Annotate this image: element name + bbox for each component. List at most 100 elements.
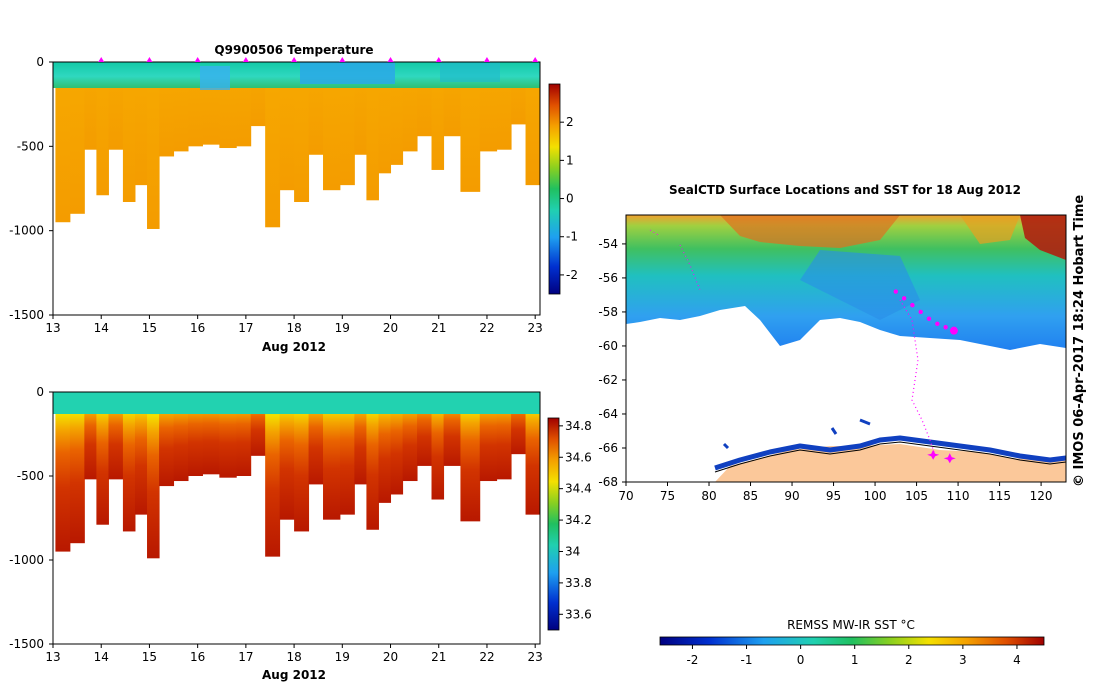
- temperature-surface-layer: [53, 62, 540, 90]
- profile-column: [55, 62, 71, 223]
- profile-column: [308, 392, 324, 485]
- x-tick-label: 13: [45, 650, 60, 664]
- warm-sst-region: [720, 215, 900, 248]
- cold-surface-patch: [300, 62, 395, 84]
- x-tick-label: 17: [238, 321, 253, 335]
- salinity-panel: 13 14 15 16 17 18 19 20 21 22 23 0 -500 -1000 -1500 A…: [9, 385, 592, 682]
- profile-column: [431, 392, 445, 500]
- profile-column: [339, 62, 355, 186]
- map-title: SealCTD Surface Locations and SST for 18…: [669, 183, 1021, 197]
- profile-column: [134, 62, 148, 186]
- profile-column: [479, 392, 498, 482]
- profile-column: [402, 392, 418, 482]
- x-tick-label: 15: [142, 650, 157, 664]
- sst-colorbar-tick-label: -1: [741, 653, 753, 667]
- cool-sst-region: [800, 250, 920, 320]
- sst-colorbar-tick-label: 3: [959, 653, 967, 667]
- profile-marker: [291, 57, 298, 62]
- longitude-tick-label: 90: [784, 489, 799, 503]
- colorbar-tick-label: 34: [565, 544, 580, 558]
- seal-ctd-point: [918, 309, 923, 315]
- profile-column: [279, 62, 295, 191]
- salinity-x-axis: 13 14 15 16 17 18 19 20 21 22 23: [45, 644, 543, 664]
- colorbar-tick-label: 0: [566, 192, 574, 206]
- profile-column: [55, 392, 71, 552]
- longitude-tick-label: 110: [947, 489, 970, 503]
- sst-colorbar-label: REMSS MW-IR SST °C: [787, 618, 915, 632]
- x-tick-label: 18: [286, 650, 301, 664]
- latitude-tick-label: -68: [598, 475, 618, 489]
- salinity-plot-frame: [52, 391, 541, 645]
- colorbar-tick-label: -2: [566, 268, 578, 282]
- profile-column: [525, 62, 540, 186]
- profile-column: [525, 392, 540, 515]
- latitude-tick-label: -60: [598, 339, 618, 353]
- x-tick-label: 22: [479, 650, 494, 664]
- sst-map: [626, 215, 1066, 482]
- latitude-tick-label: -54: [598, 237, 618, 251]
- latitude-tick-label: -66: [598, 441, 618, 455]
- profile-column: [147, 392, 160, 559]
- credit-text: © IMOS 06-Apr-2017 18:24 Hobart Time: [1072, 195, 1087, 487]
- seal-coastal-marker: [927, 449, 940, 460]
- map-longitude-axis: 70 75 80 85 90 95 100 105 110 115 120: [618, 482, 1053, 503]
- ice-fragments: [722, 418, 871, 450]
- warm-sst-region: [1020, 215, 1066, 260]
- x-tick-label: 23: [528, 321, 543, 335]
- profile-marker: [387, 57, 394, 62]
- profile-markers: [98, 57, 539, 62]
- temperature-colorbar: [548, 83, 561, 295]
- profile-column: [69, 392, 85, 544]
- profile-column: [431, 62, 445, 170]
- profile-column: [354, 392, 367, 485]
- profile-marker: [146, 57, 153, 62]
- latitude-tick-label: -56: [598, 271, 618, 285]
- seal-track-path: [649, 229, 701, 291]
- x-tick-label: 23: [528, 650, 543, 664]
- x-tick-label: 21: [431, 650, 446, 664]
- x-tick-label: 22: [479, 321, 494, 335]
- sea-ice-edge: [714, 435, 1066, 471]
- seal-track-path: [899, 299, 935, 453]
- profile-column: [390, 392, 404, 495]
- temperature-colorbar-ticks: 2 1 0 -1 -2: [560, 115, 578, 282]
- profile-column: [294, 392, 310, 532]
- seal-coastal-marker: [943, 453, 956, 464]
- sst-colorbar-tick-label: 0: [797, 653, 805, 667]
- x-tick-label: 16: [190, 650, 205, 664]
- x-tick-label: 13: [45, 321, 60, 335]
- temperature-x-axis: 13 14 15 16 17 18 19 20 21 22 23: [45, 315, 543, 335]
- profile-marker: [532, 57, 539, 62]
- longitude-tick-label: 115: [988, 489, 1011, 503]
- profile-marker: [194, 57, 201, 62]
- profile-column: [173, 392, 189, 482]
- y-tick-label: -1500: [9, 308, 44, 322]
- x-tick-label: 15: [142, 321, 157, 335]
- longitude-tick-label: 120: [1030, 489, 1053, 503]
- colorbar-tick-label: 34.2: [565, 513, 592, 527]
- colorbar-tick-label: 33.6: [565, 607, 592, 621]
- y-tick-label: -500: [17, 139, 44, 153]
- x-tick-label: 16: [190, 321, 205, 335]
- colorbar-tick-label: 33.8: [565, 576, 592, 590]
- y-tick-label: 0: [36, 385, 44, 399]
- profile-column: [378, 62, 392, 174]
- sst-colorbar-tick-label: 2: [905, 653, 913, 667]
- profile-column: [69, 62, 85, 214]
- profile-marker: [483, 57, 490, 62]
- x-tick-label: 14: [94, 321, 109, 335]
- longitude-tick-label: 100: [864, 489, 887, 503]
- longitude-tick-label: 70: [618, 489, 633, 503]
- profile-column: [323, 62, 341, 191]
- latitude-tick-label: -64: [598, 407, 618, 421]
- seal-ctd-locations: [893, 289, 958, 464]
- profile-marker: [98, 57, 105, 62]
- temperature-panel: Q9900506 Temperature 13 14 15 16 17 18 19 20 21 2…: [9, 43, 578, 354]
- profile-column: [159, 392, 175, 487]
- salinity-colorbar: [547, 417, 560, 631]
- x-tick-label: 19: [335, 650, 350, 664]
- profile-column: [265, 392, 281, 557]
- profile-column: [134, 392, 148, 515]
- sst-map-panel: SealCTD Surface Locations and SST for 18…: [598, 183, 1087, 667]
